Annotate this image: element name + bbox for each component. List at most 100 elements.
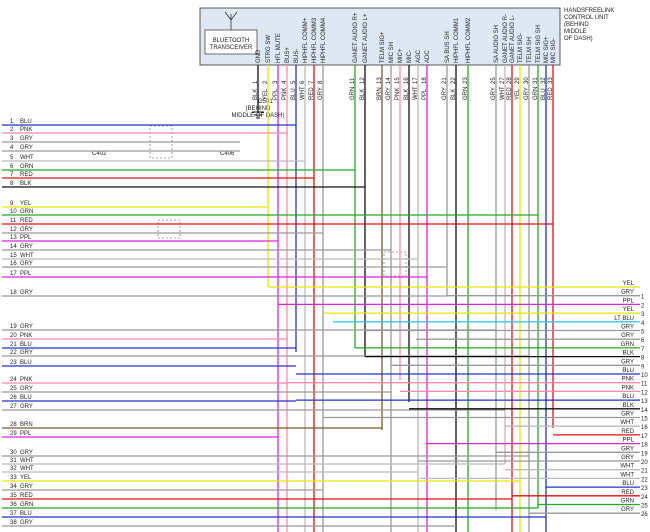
wire-number: 3 [641,312,645,318]
wire-color: BLU [622,368,634,374]
pin-wire-color: RED [548,87,554,100]
pin-wire-color: GRY [491,87,497,100]
pin-number: 15 [395,77,401,84]
wire-color: GRN [20,164,33,170]
wire-number: 21 [641,469,648,475]
pin-number: 2 [263,80,269,84]
wire-color: GRY [621,446,634,452]
wire-number: 11 [10,218,17,224]
wire-color: LT BLU [614,316,634,322]
wire-number: 20 [641,460,648,466]
connector-outline [157,219,181,239]
wire-color: BLU [622,481,634,487]
wire-number: 2 [10,127,14,133]
wire-number: 12 [10,227,17,233]
pin-number: 5 [291,80,297,84]
pin-name: MIC SIG+ [544,36,550,63]
pin-wire-color: BLK [451,89,457,100]
pin-wire-color: WHT [413,86,419,100]
pin-number: 6 [300,80,306,84]
wire-number: 16 [641,425,648,431]
wire-number: 16 [10,261,17,267]
connector-outline [383,251,407,277]
wire-color: PPL [623,438,635,444]
wire-color: GRY [621,455,634,461]
pin-name: TELM SIG+ [380,31,386,63]
pin-wire-color: BLU [541,88,547,100]
pin-wire-color: PNK [395,88,401,100]
wire-color: GRY [621,333,634,339]
transceiver-label: BLUETOOTH [213,38,250,44]
wire-color: GRY [20,227,33,233]
wire-color: GRY [20,136,33,142]
wire-color: GRY [621,290,634,296]
ground-label: MIDDLE OF DASH) [231,113,284,119]
wire-color: PNK [622,385,634,391]
ground-label: G501 [258,99,273,105]
pin-name: TELM SH [527,37,533,63]
pin-wire-color: GRN [350,87,356,100]
wire-color: GRY [20,145,33,151]
wire-number: 9 [641,364,645,370]
pin-wire-color: BLU [291,88,297,100]
pin-name: HIPHFL COMM+ [303,17,309,63]
wire-number: 22 [10,350,17,356]
pin-number: 4 [282,80,288,84]
pin-wire-color: WHT [300,86,306,100]
wire-number: 5 [10,155,14,161]
wire-color: GRY [20,350,33,356]
connector-label: C402 [92,151,107,157]
pin-number: 7 [309,80,315,84]
pin-number: 18 [422,77,428,84]
pin-number: 13 [377,77,383,84]
wire-color: GRY [20,404,33,410]
pin-number: 17 [413,77,419,84]
pin-name: TELM SIG SH [536,25,542,63]
unit-title: MIDDLE [564,29,587,35]
wire-color: BLU [20,342,32,348]
pin-wire-color: YEL [515,88,521,100]
wire-number: 36 [10,502,17,508]
pin-name: MIC+ [398,48,404,63]
pin-number: 11 [350,77,356,84]
pin-name: STRG SW [266,35,272,63]
wire-number: 26 [10,395,17,401]
wire-color: GRY [621,325,634,331]
wire-number: 33 [10,475,17,481]
pin-wire-color: GRN [533,87,539,100]
wire-number: 8 [10,181,14,187]
wire-number: 30 [10,450,17,456]
wire-color: GRY [20,520,33,526]
pin-wire-color: GRY [318,87,324,100]
wire-number: 10 [10,209,17,215]
wire-number: 13 [10,235,17,241]
pin-wire-color: GRY [442,87,448,100]
wire-number: 34 [10,484,17,490]
wire-number: 29 [10,431,17,437]
wire-color: WHT [620,472,634,478]
pin-number: 14 [386,77,392,84]
wire-color: GRY [20,324,33,330]
pin-wire-color: PPL [273,88,279,100]
pin-name: SA BUS SH [445,31,451,63]
pin-number: 22 [451,77,457,84]
pin-name: BUS- [294,49,300,63]
wire-color: GRY [621,507,634,513]
pin-number: 23 [463,77,469,84]
pin-number: 3 [273,80,279,84]
wire-number: 18 [10,290,17,296]
pin-number: 21 [442,77,448,84]
wire-color: GRY [20,484,33,490]
wire-number: 13 [641,399,648,405]
pin-name: BUS+ [285,47,291,63]
pin-number: 29 [515,77,521,84]
wire-color: YEL [20,201,32,207]
antenna-icon [224,11,238,30]
control-unit [199,7,561,66]
wire-number: 4 [641,321,645,327]
wire-number: 25 [641,504,648,510]
wire-color: WHT [620,420,634,426]
wire-color: GRY [20,261,33,267]
pin-wire-color: BRN [377,87,383,100]
wire-number: 24 [10,377,17,383]
